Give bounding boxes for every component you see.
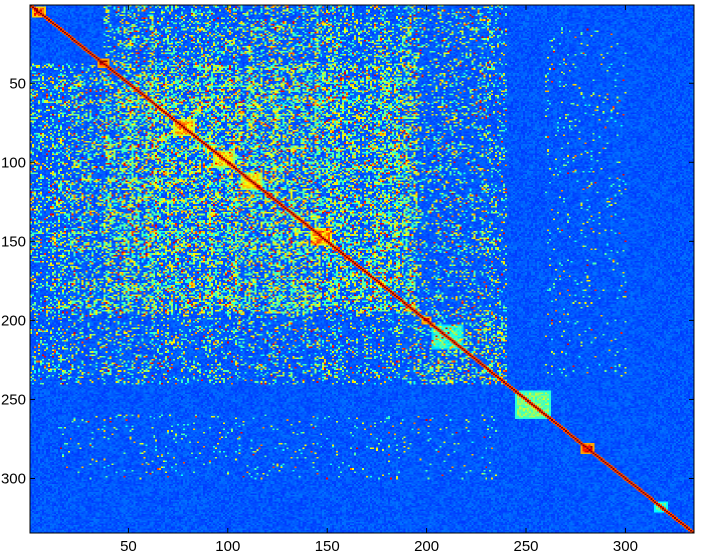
x-tick-label: 300 — [613, 538, 638, 554]
correlation-matrix-image — [30, 5, 694, 533]
x-tick-label: 50 — [120, 538, 137, 554]
x-tick-label: 250 — [513, 538, 538, 554]
y-tick-label: 200 — [1, 312, 26, 329]
x-tick-label: 200 — [414, 538, 439, 554]
y-tick-label: 150 — [1, 233, 26, 250]
y-tick-label: 300 — [1, 470, 26, 487]
x-axis: 50 100 150 200 250 300 — [120, 5, 638, 554]
y-tick-label: 100 — [1, 154, 26, 171]
y-tick-label: 50 — [9, 75, 26, 92]
axes-frame — [29, 4, 695, 534]
plot-area — [29, 4, 695, 534]
x-tick-label: 100 — [215, 538, 240, 554]
y-tick-label: 250 — [1, 391, 26, 408]
x-tick-label: 150 — [315, 538, 340, 554]
y-axis: 50 100 150 200 250 300 — [1, 75, 694, 487]
